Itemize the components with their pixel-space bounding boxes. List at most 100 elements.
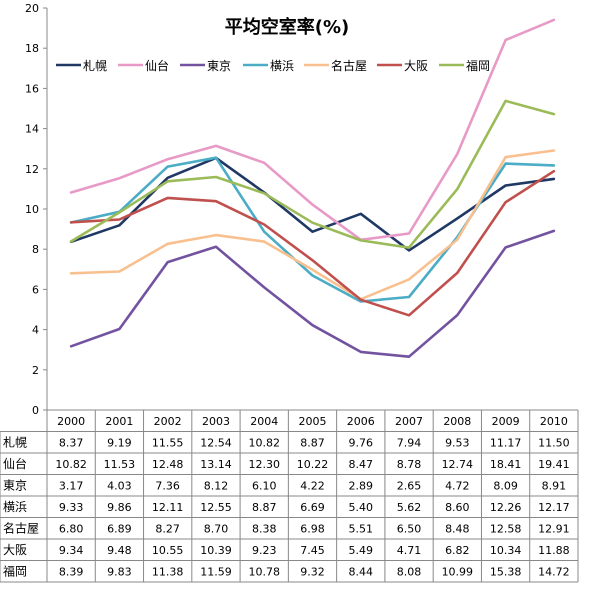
table-row-header: 仙台 bbox=[3, 456, 27, 471]
table-value-cell: 8.27 bbox=[155, 522, 180, 535]
table-value-cell: 12.54 bbox=[200, 436, 232, 449]
table-header-cell: 2005 bbox=[299, 415, 327, 428]
table-value-cell: 11.17 bbox=[490, 436, 522, 449]
table-row-header: 大阪 bbox=[3, 543, 27, 557]
table-value-cell: 4.71 bbox=[397, 544, 422, 557]
table-value-cell: 10.55 bbox=[152, 544, 184, 557]
table-value-cell: 8.44 bbox=[349, 565, 374, 578]
table-value-cell: 8.48 bbox=[445, 522, 470, 535]
y-tick-label: 4 bbox=[32, 324, 39, 337]
series-line-1 bbox=[69, 18, 556, 242]
table-row-header: 福岡 bbox=[3, 563, 27, 578]
table-value-cell: 4.03 bbox=[107, 479, 132, 492]
table-value-cell: 12.55 bbox=[200, 501, 232, 514]
table-header-cell: 2008 bbox=[443, 415, 471, 428]
table-value-cell: 12.30 bbox=[248, 458, 280, 471]
table-value-cell: 8.12 bbox=[204, 479, 229, 492]
table-value-cell: 9.34 bbox=[59, 544, 84, 557]
legend: 札幌 仙台 東京 横浜 名古屋 大阪 福岡 bbox=[56, 58, 490, 73]
legend-label-1: 仙台 bbox=[145, 58, 169, 73]
table-value-cell: 12.58 bbox=[490, 522, 522, 535]
table-value-cell: 2.89 bbox=[349, 479, 374, 492]
table-value-cell: 8.60 bbox=[445, 501, 470, 514]
table-value-cell: 18.41 bbox=[490, 458, 522, 471]
series-line-5 bbox=[69, 169, 556, 317]
table-value-cell: 6.69 bbox=[300, 501, 325, 514]
table-row-header: 名古屋 bbox=[3, 520, 39, 535]
series-line-2 bbox=[69, 229, 556, 359]
legend-label-0: 札幌 bbox=[83, 58, 107, 73]
y-tick-label: 6 bbox=[32, 283, 39, 296]
table-value-cell: 8.91 bbox=[542, 479, 567, 492]
table-value-cell: 8.38 bbox=[252, 522, 277, 535]
table-value-cell: 8.39 bbox=[59, 565, 84, 578]
table-value-cell: 8.87 bbox=[252, 501, 277, 514]
y-tick-label: 2 bbox=[32, 364, 39, 377]
legend-label-4: 名古屋 bbox=[331, 58, 367, 73]
table-row-header: 札幌 bbox=[3, 434, 27, 449]
table-value-cell: 8.47 bbox=[349, 458, 374, 471]
table-value-cell: 7.45 bbox=[300, 544, 325, 557]
chart-title: 平均空室率(%) bbox=[225, 16, 350, 38]
table-value-cell: 5.40 bbox=[349, 501, 374, 514]
table-value-cell: 15.38 bbox=[490, 565, 522, 578]
table-value-cell: 8.78 bbox=[397, 458, 422, 471]
legend-label-5: 大阪 bbox=[404, 59, 428, 73]
table-value-cell: 8.09 bbox=[493, 479, 518, 492]
table-header-cell: 2002 bbox=[154, 415, 182, 428]
table-value-cell: 11.38 bbox=[152, 565, 184, 578]
table-value-cell: 11.53 bbox=[104, 458, 136, 471]
table-value-cell: 10.99 bbox=[442, 565, 474, 578]
table-value-cell: 9.76 bbox=[349, 436, 374, 449]
table-value-cell: 6.89 bbox=[107, 522, 132, 535]
table-value-cell: 2.65 bbox=[397, 479, 422, 492]
table-value-cell: 9.23 bbox=[252, 544, 277, 557]
table-row-header: 横浜 bbox=[3, 500, 27, 514]
data-table: 2000 2001 2002 2003 2004 2005 2006 2007 2008 2009… bbox=[0, 409, 579, 583]
series-lines bbox=[69, 18, 556, 359]
y-tick-label: 10 bbox=[25, 203, 39, 216]
table-value-cell: 9.48 bbox=[107, 544, 132, 557]
table-value-cell: 10.82 bbox=[55, 458, 87, 471]
y-tick-label: 8 bbox=[32, 243, 39, 256]
table-value-cell: 10.39 bbox=[200, 544, 232, 557]
series-line-0 bbox=[69, 156, 556, 252]
table-value-cell: 12.17 bbox=[538, 501, 570, 514]
table-header-cell: 2006 bbox=[347, 415, 375, 428]
table-value-cell: 5.49 bbox=[349, 544, 374, 557]
table-value-cell: 13.14 bbox=[200, 458, 232, 471]
table-value-cell: 11.88 bbox=[538, 544, 570, 557]
legend-label-3: 横浜 bbox=[270, 59, 294, 73]
y-tick-label: 20 bbox=[25, 2, 39, 15]
table-value-cell: 4.72 bbox=[445, 479, 470, 492]
table-value-cell: 5.62 bbox=[397, 501, 422, 514]
table-value-cell: 9.32 bbox=[300, 565, 325, 578]
table-value-cell: 11.50 bbox=[538, 436, 570, 449]
table-value-cell: 6.82 bbox=[445, 544, 470, 557]
table-value-cell: 19.41 bbox=[538, 458, 570, 471]
y-tick-label: 0 bbox=[32, 404, 39, 417]
y-tick-label: 14 bbox=[25, 123, 39, 136]
table-value-cell: 12.26 bbox=[490, 501, 522, 514]
table-header-cell: 2009 bbox=[492, 415, 520, 428]
table-value-cell: 14.72 bbox=[538, 565, 570, 578]
table-value-cell: 8.87 bbox=[300, 436, 325, 449]
table-value-cell: 8.08 bbox=[397, 565, 422, 578]
table-header-cell: 2004 bbox=[250, 415, 278, 428]
table-value-cell: 5.51 bbox=[349, 522, 374, 535]
series-line-4 bbox=[69, 149, 556, 301]
table-row-header: 東京 bbox=[3, 478, 27, 492]
table-value-cell: 7.36 bbox=[155, 479, 180, 492]
table-value-cell: 12.74 bbox=[442, 458, 474, 471]
y-tick-label: 16 bbox=[25, 82, 39, 95]
table-value-cell: 10.34 bbox=[490, 544, 522, 557]
legend-label-6: 福岡 bbox=[466, 58, 490, 73]
y-tick-label: 18 bbox=[25, 42, 39, 55]
series-line-6 bbox=[69, 99, 556, 249]
y-tick-label: 12 bbox=[25, 163, 39, 176]
table-value-cell: 6.98 bbox=[300, 522, 325, 535]
table-value-cell: 9.19 bbox=[107, 436, 132, 449]
table-value-cell: 8.70 bbox=[204, 522, 229, 535]
